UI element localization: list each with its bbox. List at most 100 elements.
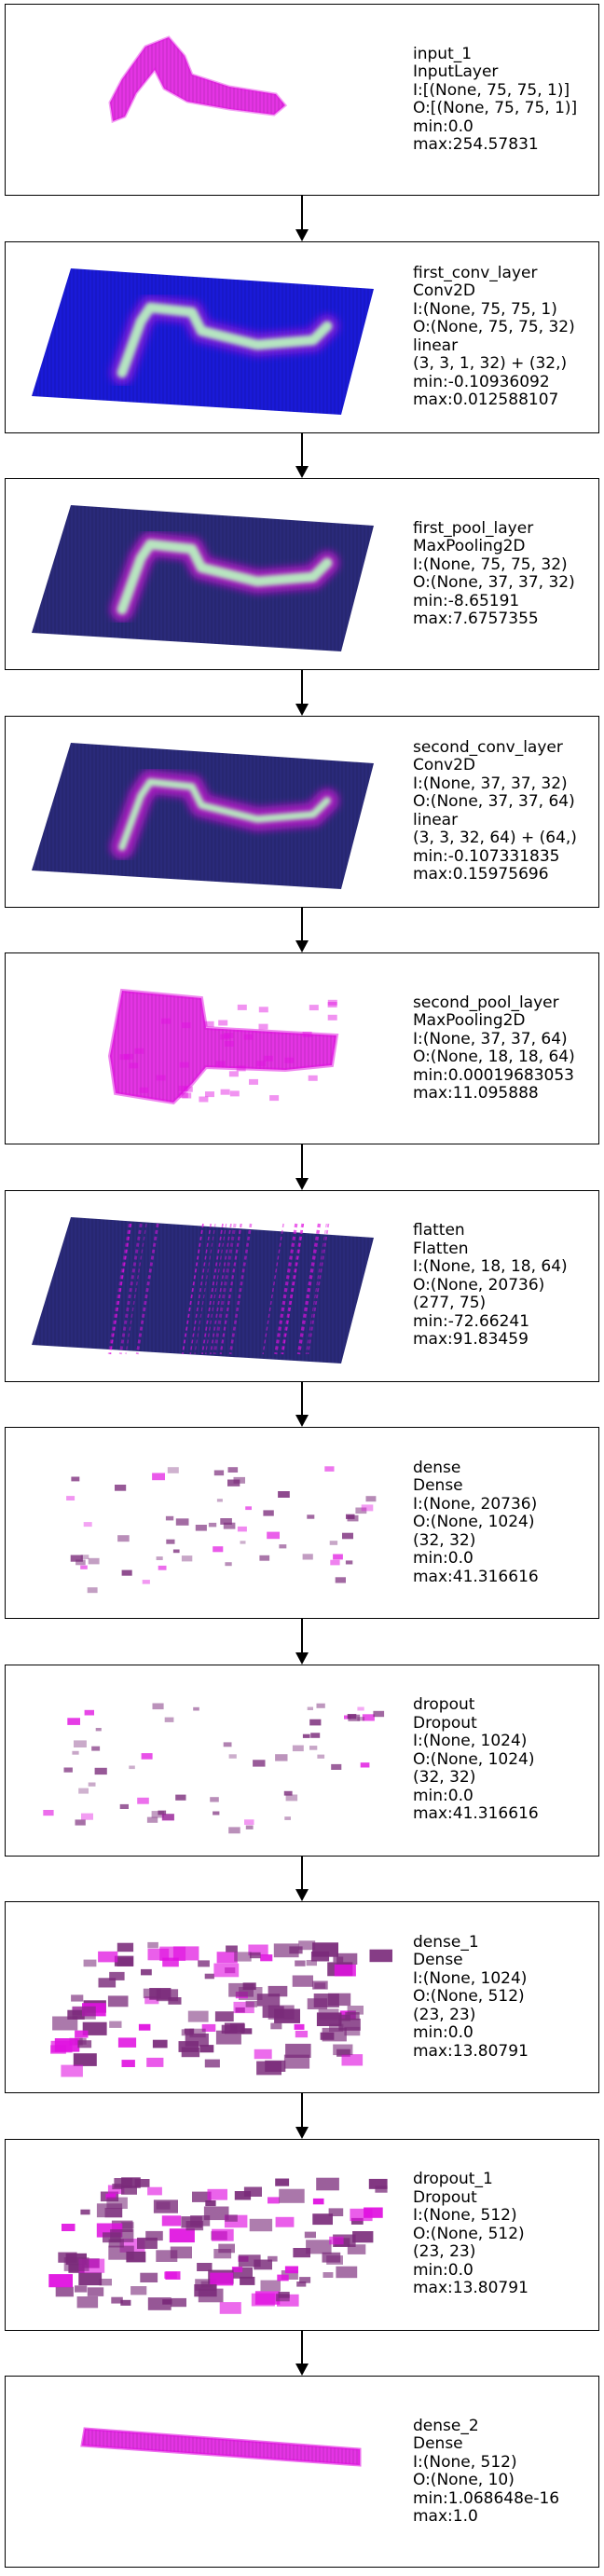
layer-box: second_conv_layer Conv2D I:(None, 37, 37, … bbox=[5, 715, 599, 908]
activation-stripe bbox=[125, 1223, 147, 1354]
activation-cell bbox=[115, 1485, 127, 1491]
activation-cell bbox=[121, 1569, 132, 1576]
activation-cell bbox=[234, 1952, 252, 1962]
layer-detail: O:(None, 37, 37, 32) bbox=[413, 573, 575, 592]
activation-cell bbox=[126, 2251, 146, 2262]
activation-cell bbox=[308, 1075, 318, 1081]
activation-cell bbox=[181, 2029, 194, 2036]
activation-cell bbox=[84, 1709, 94, 1715]
activation-cell bbox=[208, 1522, 217, 1528]
activation-cell bbox=[164, 2271, 177, 2279]
activation-cell bbox=[298, 1940, 316, 1951]
layer-type: InputLayer bbox=[413, 62, 499, 81]
activation-cell bbox=[204, 1021, 214, 1027]
activation-cell bbox=[117, 1535, 130, 1542]
activation-cell bbox=[169, 2227, 195, 2242]
activation-cell bbox=[87, 1587, 98, 1594]
layer-detail: min:-72.66241 bbox=[413, 1311, 530, 1331]
activation-cell bbox=[331, 1763, 342, 1770]
activation-cell bbox=[108, 2239, 124, 2247]
layer-detail: I:(None, 37, 37, 32) bbox=[413, 774, 568, 793]
activation-cell bbox=[229, 1090, 240, 1097]
layer-detail: max:11.095888 bbox=[413, 1084, 539, 1103]
activation-cell bbox=[316, 2177, 339, 2190]
activation-plane bbox=[32, 1216, 374, 1363]
activation-cell bbox=[141, 1968, 152, 1976]
activation-cell bbox=[139, 1087, 149, 1093]
activation-cell bbox=[109, 1971, 125, 1980]
activation-cell bbox=[119, 1054, 130, 1061]
activation-cell bbox=[259, 1555, 270, 1561]
activation-cell bbox=[228, 1826, 240, 1833]
activation-blob bbox=[107, 988, 339, 1105]
layer-detail: I:(None, 1024) bbox=[413, 1968, 528, 1988]
layer-detail: max:254.57831 bbox=[413, 135, 539, 154]
activation-stripe bbox=[307, 1223, 330, 1354]
activation-cell bbox=[368, 2178, 388, 2189]
layer-type: Conv2D bbox=[413, 281, 476, 300]
layer-box: dropout_1 Dropout I:(None, 512) O:(None, 51… bbox=[5, 2138, 599, 2331]
activation-cell bbox=[193, 1706, 199, 1710]
activation-cell bbox=[268, 2196, 280, 2203]
activation-cell bbox=[152, 1473, 165, 1481]
layer-detail: I:(None, 75, 75, 1) bbox=[413, 299, 557, 319]
activation-stripe bbox=[189, 1223, 212, 1354]
activation-cell bbox=[226, 1945, 238, 1953]
activation-cell bbox=[249, 2218, 273, 2231]
activation-cell bbox=[152, 1703, 164, 1709]
activation-cell bbox=[147, 1941, 158, 1949]
activation-cell bbox=[199, 1096, 209, 1103]
layer-info: input_1 InputLayer I:[(None, 75, 75, 1)] O:… bbox=[413, 5, 598, 195]
activation-cell bbox=[236, 1065, 246, 1072]
activation-cell bbox=[306, 2239, 332, 2254]
flow-arrow bbox=[294, 1381, 310, 1427]
activation-bar bbox=[80, 2427, 362, 2467]
activation-cell bbox=[70, 1555, 83, 1562]
layer-detail: I:(None, 512) bbox=[413, 2206, 517, 2226]
activation-cell bbox=[237, 1004, 247, 1010]
activation-cell bbox=[333, 2044, 353, 2056]
activation-cell bbox=[312, 2198, 324, 2204]
activation-cell bbox=[270, 2022, 282, 2030]
layer-detail: max:13.80791 bbox=[413, 2279, 528, 2298]
activation-cell bbox=[220, 1518, 232, 1525]
activation-cell bbox=[225, 1562, 232, 1567]
activation-cell bbox=[316, 1703, 325, 1708]
activation-cell bbox=[279, 1544, 287, 1549]
activation-cell bbox=[285, 2043, 311, 2058]
activation-cell bbox=[284, 2266, 298, 2273]
layer-detail: I:(None, 512) bbox=[413, 2452, 517, 2472]
activation-cell bbox=[285, 1794, 298, 1801]
layer-detail: max:91.83459 bbox=[413, 1330, 528, 1350]
layer-detail: O:(None, 512) bbox=[413, 2224, 525, 2243]
activation-cell bbox=[161, 2214, 182, 2226]
activation-cell bbox=[299, 2276, 311, 2283]
activation-cell bbox=[218, 1020, 228, 1026]
layer-info: second_pool_layer MaxPooling2D I:(None, 37… bbox=[413, 953, 598, 1144]
layer-name: dropout_1 bbox=[413, 2170, 493, 2189]
layer-detail: O:(None, 18, 18, 64) bbox=[413, 1048, 575, 1066]
activation-cell bbox=[256, 2061, 281, 2076]
activation-cell bbox=[52, 2016, 78, 2031]
activation-cell bbox=[105, 2193, 117, 2199]
activation-stripe bbox=[228, 1223, 253, 1354]
activation-cell bbox=[74, 1739, 87, 1747]
layer-box: first_pool_layer MaxPooling2D I:(None, 75,… bbox=[5, 478, 599, 670]
activation-cell bbox=[146, 2057, 164, 2067]
activation-cell bbox=[63, 2256, 89, 2271]
activation-cell bbox=[81, 1813, 93, 1820]
layer-detail: min:0.0 bbox=[413, 2260, 474, 2280]
activation-cell bbox=[295, 1960, 306, 1966]
layer-detail: O:(None, 512) bbox=[413, 1987, 525, 2007]
activation-cell bbox=[130, 2285, 147, 2295]
activation-cell bbox=[75, 2284, 88, 2293]
activation-cell bbox=[364, 2207, 383, 2218]
activation-cell bbox=[140, 2272, 158, 2282]
layer-detail: I:(None, 37, 37, 64) bbox=[413, 1029, 568, 1048]
activation-cell bbox=[345, 1560, 353, 1565]
activation-cell bbox=[110, 2228, 134, 2242]
activation-stripe bbox=[201, 1223, 224, 1354]
activation-cell bbox=[294, 2023, 305, 2030]
activation-cell bbox=[373, 1710, 385, 1717]
activation-cell bbox=[345, 2012, 360, 2021]
